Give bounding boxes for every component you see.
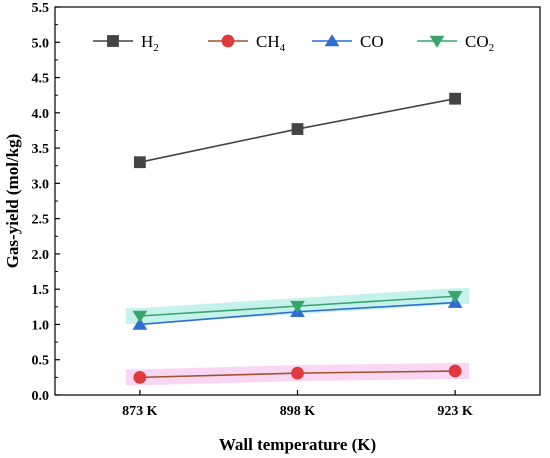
data-point bbox=[291, 366, 304, 380]
y-tick-label: 0.5 bbox=[32, 354, 50, 369]
y-axis-title: Gas-yield (mol/kg) bbox=[3, 134, 22, 269]
data-point bbox=[290, 300, 305, 313]
series-layer bbox=[132, 92, 463, 384]
legend: H2 CH4 CO CO2 bbox=[93, 32, 494, 54]
series-ch4 bbox=[133, 364, 462, 384]
legend-marker bbox=[107, 35, 119, 47]
data-point bbox=[448, 364, 462, 378]
y-tick-label: 2.5 bbox=[32, 213, 50, 228]
legend-marker bbox=[429, 35, 445, 48]
data-point bbox=[132, 317, 148, 330]
y-tick-label: 3.0 bbox=[32, 177, 50, 192]
y-tick-label: 5.5 bbox=[32, 1, 50, 16]
legend-label: H2 bbox=[141, 32, 159, 54]
y-tick-label: 4.5 bbox=[32, 72, 50, 87]
legend-item-ch4: CH4 bbox=[208, 32, 286, 54]
series-h2 bbox=[133, 92, 462, 169]
y-tick-label: 1.0 bbox=[32, 318, 50, 333]
data-point bbox=[133, 156, 146, 169]
y-tick-label: 3.5 bbox=[32, 142, 50, 157]
data-point bbox=[133, 370, 147, 384]
x-tick-label: 898 K bbox=[280, 404, 316, 419]
legend-item-co: CO bbox=[312, 32, 384, 51]
legend-label: CO bbox=[360, 32, 384, 51]
y-tick-label: 1.5 bbox=[32, 283, 50, 298]
data-point bbox=[449, 92, 462, 105]
y-axis: 0.0 0.5 1.0 1.5 2.0 2.5 3.0 3.5 4.0 4.5 5.0 5.5 bbox=[32, 1, 60, 404]
data-point bbox=[291, 123, 304, 135]
y-tick-label: 5.0 bbox=[32, 36, 50, 51]
y-tick-label: 2.0 bbox=[32, 248, 50, 263]
legend-marker bbox=[324, 34, 340, 47]
data-point bbox=[132, 310, 148, 323]
legend-item-h2: H2 bbox=[93, 32, 159, 54]
series-co2 bbox=[132, 290, 463, 323]
plot-frame bbox=[54, 6, 541, 396]
data-point bbox=[447, 290, 463, 304]
legend-label: CH4 bbox=[256, 32, 286, 54]
x-axis-title: Wall temperature (K) bbox=[219, 435, 376, 454]
x-tick-label: 923 K bbox=[437, 404, 473, 419]
legend-marker bbox=[221, 34, 235, 48]
y-tick-label: 0.0 bbox=[32, 389, 50, 404]
x-tick-label: 873 K bbox=[122, 404, 158, 419]
legend-label: CO2 bbox=[465, 32, 494, 54]
x-axis: 873 K 898 K 923 K bbox=[122, 390, 473, 419]
y-tick-label: 4.0 bbox=[32, 107, 50, 122]
legend-item-co2: CO2 bbox=[417, 32, 494, 54]
